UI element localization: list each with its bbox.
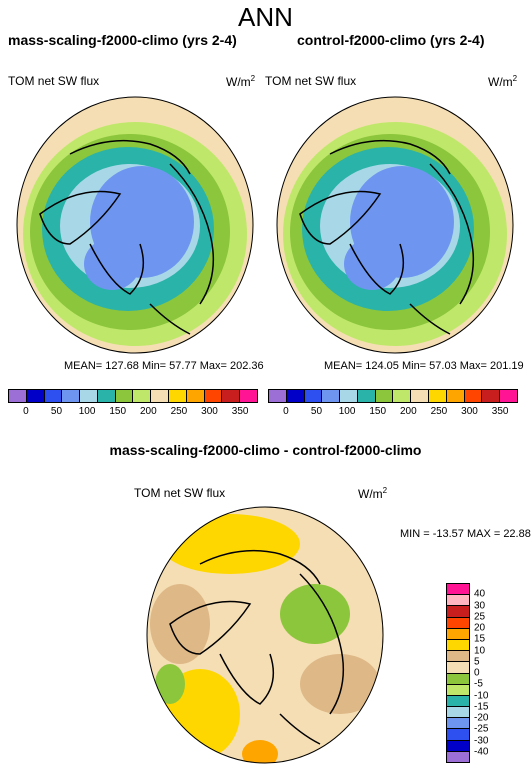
colorbar-swatch [411, 390, 430, 402]
colorbar-tick-label: 15 [474, 633, 486, 645]
colorbar-swatch [447, 584, 469, 596]
right-colorbar [268, 389, 518, 403]
colorbar-tick-label: 350 [491, 406, 509, 417]
colorbar-tick-label: -30 [474, 735, 489, 746]
colorbar-swatch [322, 390, 341, 402]
diff-panel-title: mass-scaling-f2000-climo - control-f2000… [109, 442, 422, 458]
colorbar-swatch [26, 390, 45, 402]
colorbar-tick-label: 250 [430, 406, 448, 417]
colorbar-swatch [464, 390, 483, 402]
colorbar-tick-label: 250 [170, 406, 188, 417]
right-stats: MEAN= 124.05 Min= 57.03 Max= 201.19 [324, 360, 524, 372]
colorbar-swatch [447, 718, 469, 730]
colorbar-swatch [447, 729, 469, 741]
right-field-label: TOM net SW flux [265, 74, 357, 88]
diff-polar-map [146, 506, 384, 764]
diff-colorbar [446, 583, 470, 763]
colorbar-swatch [447, 751, 469, 762]
colorbar-tick-label: 200 [139, 406, 157, 417]
colorbar-tick-label: 20 [474, 622, 486, 634]
colorbar-tick-label: 200 [399, 406, 417, 417]
colorbar-swatch [447, 707, 469, 719]
colorbar-swatch [447, 662, 469, 674]
colorbar-swatch [447, 740, 469, 752]
colorbar-swatch [357, 390, 376, 402]
page-title: ANN [238, 2, 293, 32]
colorbar-swatch [304, 390, 323, 402]
colorbar-swatch [447, 673, 469, 685]
left-field-label: TOM net SW flux [8, 74, 100, 88]
colorbar-swatch [482, 390, 501, 402]
colorbar-swatch [375, 390, 394, 402]
colorbar-tick-label: 300 [461, 406, 478, 417]
colorbar-swatch [447, 651, 469, 663]
colorbar-swatch [222, 390, 241, 402]
colorbar-swatch [393, 390, 412, 402]
diff-colorbar-labels: 40 30 25 20 15 10 5 0 -5 -10 -15 -20 -25 -30 -40 [474, 583, 514, 763]
colorbar-tick-label: -40 [474, 746, 489, 758]
colorbar-swatch [186, 390, 205, 402]
colorbar-swatch [286, 390, 305, 402]
diff-field-label: TOM net SW flux [134, 486, 226, 500]
colorbar-tick-label: -10 [474, 690, 489, 701]
left-units: W/m2 [226, 74, 256, 89]
colorbar-tick-label: -5 [474, 678, 483, 690]
right-colorbar-labels: 0 50 100 150 200 250 300 350 [268, 406, 518, 420]
left-colorbar-labels: 0 50 100 150 200 250 300 350 [8, 406, 258, 420]
colorbar-tick-label: 50 [310, 406, 323, 417]
colorbar-swatch [169, 390, 187, 402]
colorbar-tick-label: 25 [474, 611, 486, 623]
left-panel-title: mass-scaling-f2000-climo (yrs 2-4) [8, 32, 237, 48]
colorbar-swatch [429, 390, 447, 402]
colorbar-swatch [44, 390, 63, 402]
colorbar-swatch [340, 390, 358, 402]
colorbar-swatch [447, 606, 469, 618]
diff-units: W/m2 [358, 486, 388, 501]
colorbar-swatch [447, 639, 469, 652]
right-panel-title: control-f2000-climo (yrs 2-4) [297, 32, 485, 48]
colorbar-swatch [447, 684, 469, 696]
colorbar-tick-label: 0 [23, 406, 29, 417]
colorbar-tick-label: 30 [474, 600, 486, 611]
colorbar-tick-label: 10 [474, 645, 486, 656]
colorbar-swatch [446, 390, 465, 402]
colorbar-swatch [133, 390, 152, 402]
colorbar-swatch [62, 390, 81, 402]
colorbar-tick-label: -15 [474, 701, 489, 713]
colorbar-swatch [240, 390, 257, 402]
colorbar-tick-label: 40 [474, 588, 486, 600]
colorbar-tick-label: 0 [283, 406, 289, 417]
colorbar-swatch [204, 390, 223, 402]
colorbar-swatch [115, 390, 134, 402]
left-polar-map [16, 96, 254, 354]
right-polar-map [276, 96, 514, 354]
left-colorbar [8, 389, 258, 403]
colorbar-swatch [9, 390, 27, 402]
diff-minmax: MIN = -13.57 MAX = 22.88 [400, 528, 531, 540]
colorbar-swatch [447, 628, 469, 640]
colorbar-tick-label: -20 [474, 712, 489, 724]
colorbar-tick-label: 150 [109, 406, 127, 417]
colorbar-swatch [447, 595, 469, 607]
colorbar-swatch [97, 390, 116, 402]
colorbar-tick-label: 5 [474, 656, 480, 668]
colorbar-tick-label: 100 [78, 406, 96, 417]
colorbar-swatch [447, 695, 469, 708]
colorbar-swatch [151, 390, 170, 402]
colorbar-swatch [269, 390, 287, 402]
colorbar-swatch [500, 390, 517, 402]
right-units: W/m2 [488, 74, 518, 89]
colorbar-tick-label: 50 [50, 406, 63, 417]
left-stats: MEAN= 127.68 Min= 57.77 Max= 202.36 [64, 360, 264, 372]
colorbar-tick-label: 100 [338, 406, 356, 417]
colorbar-tick-label: 300 [201, 406, 218, 417]
colorbar-swatch [80, 390, 98, 402]
colorbar-tick-label: 0 [474, 667, 480, 679]
colorbar-tick-label: 350 [231, 406, 249, 417]
colorbar-swatch [447, 617, 469, 629]
colorbar-tick-label: 150 [369, 406, 387, 417]
colorbar-tick-label: -25 [474, 723, 489, 735]
